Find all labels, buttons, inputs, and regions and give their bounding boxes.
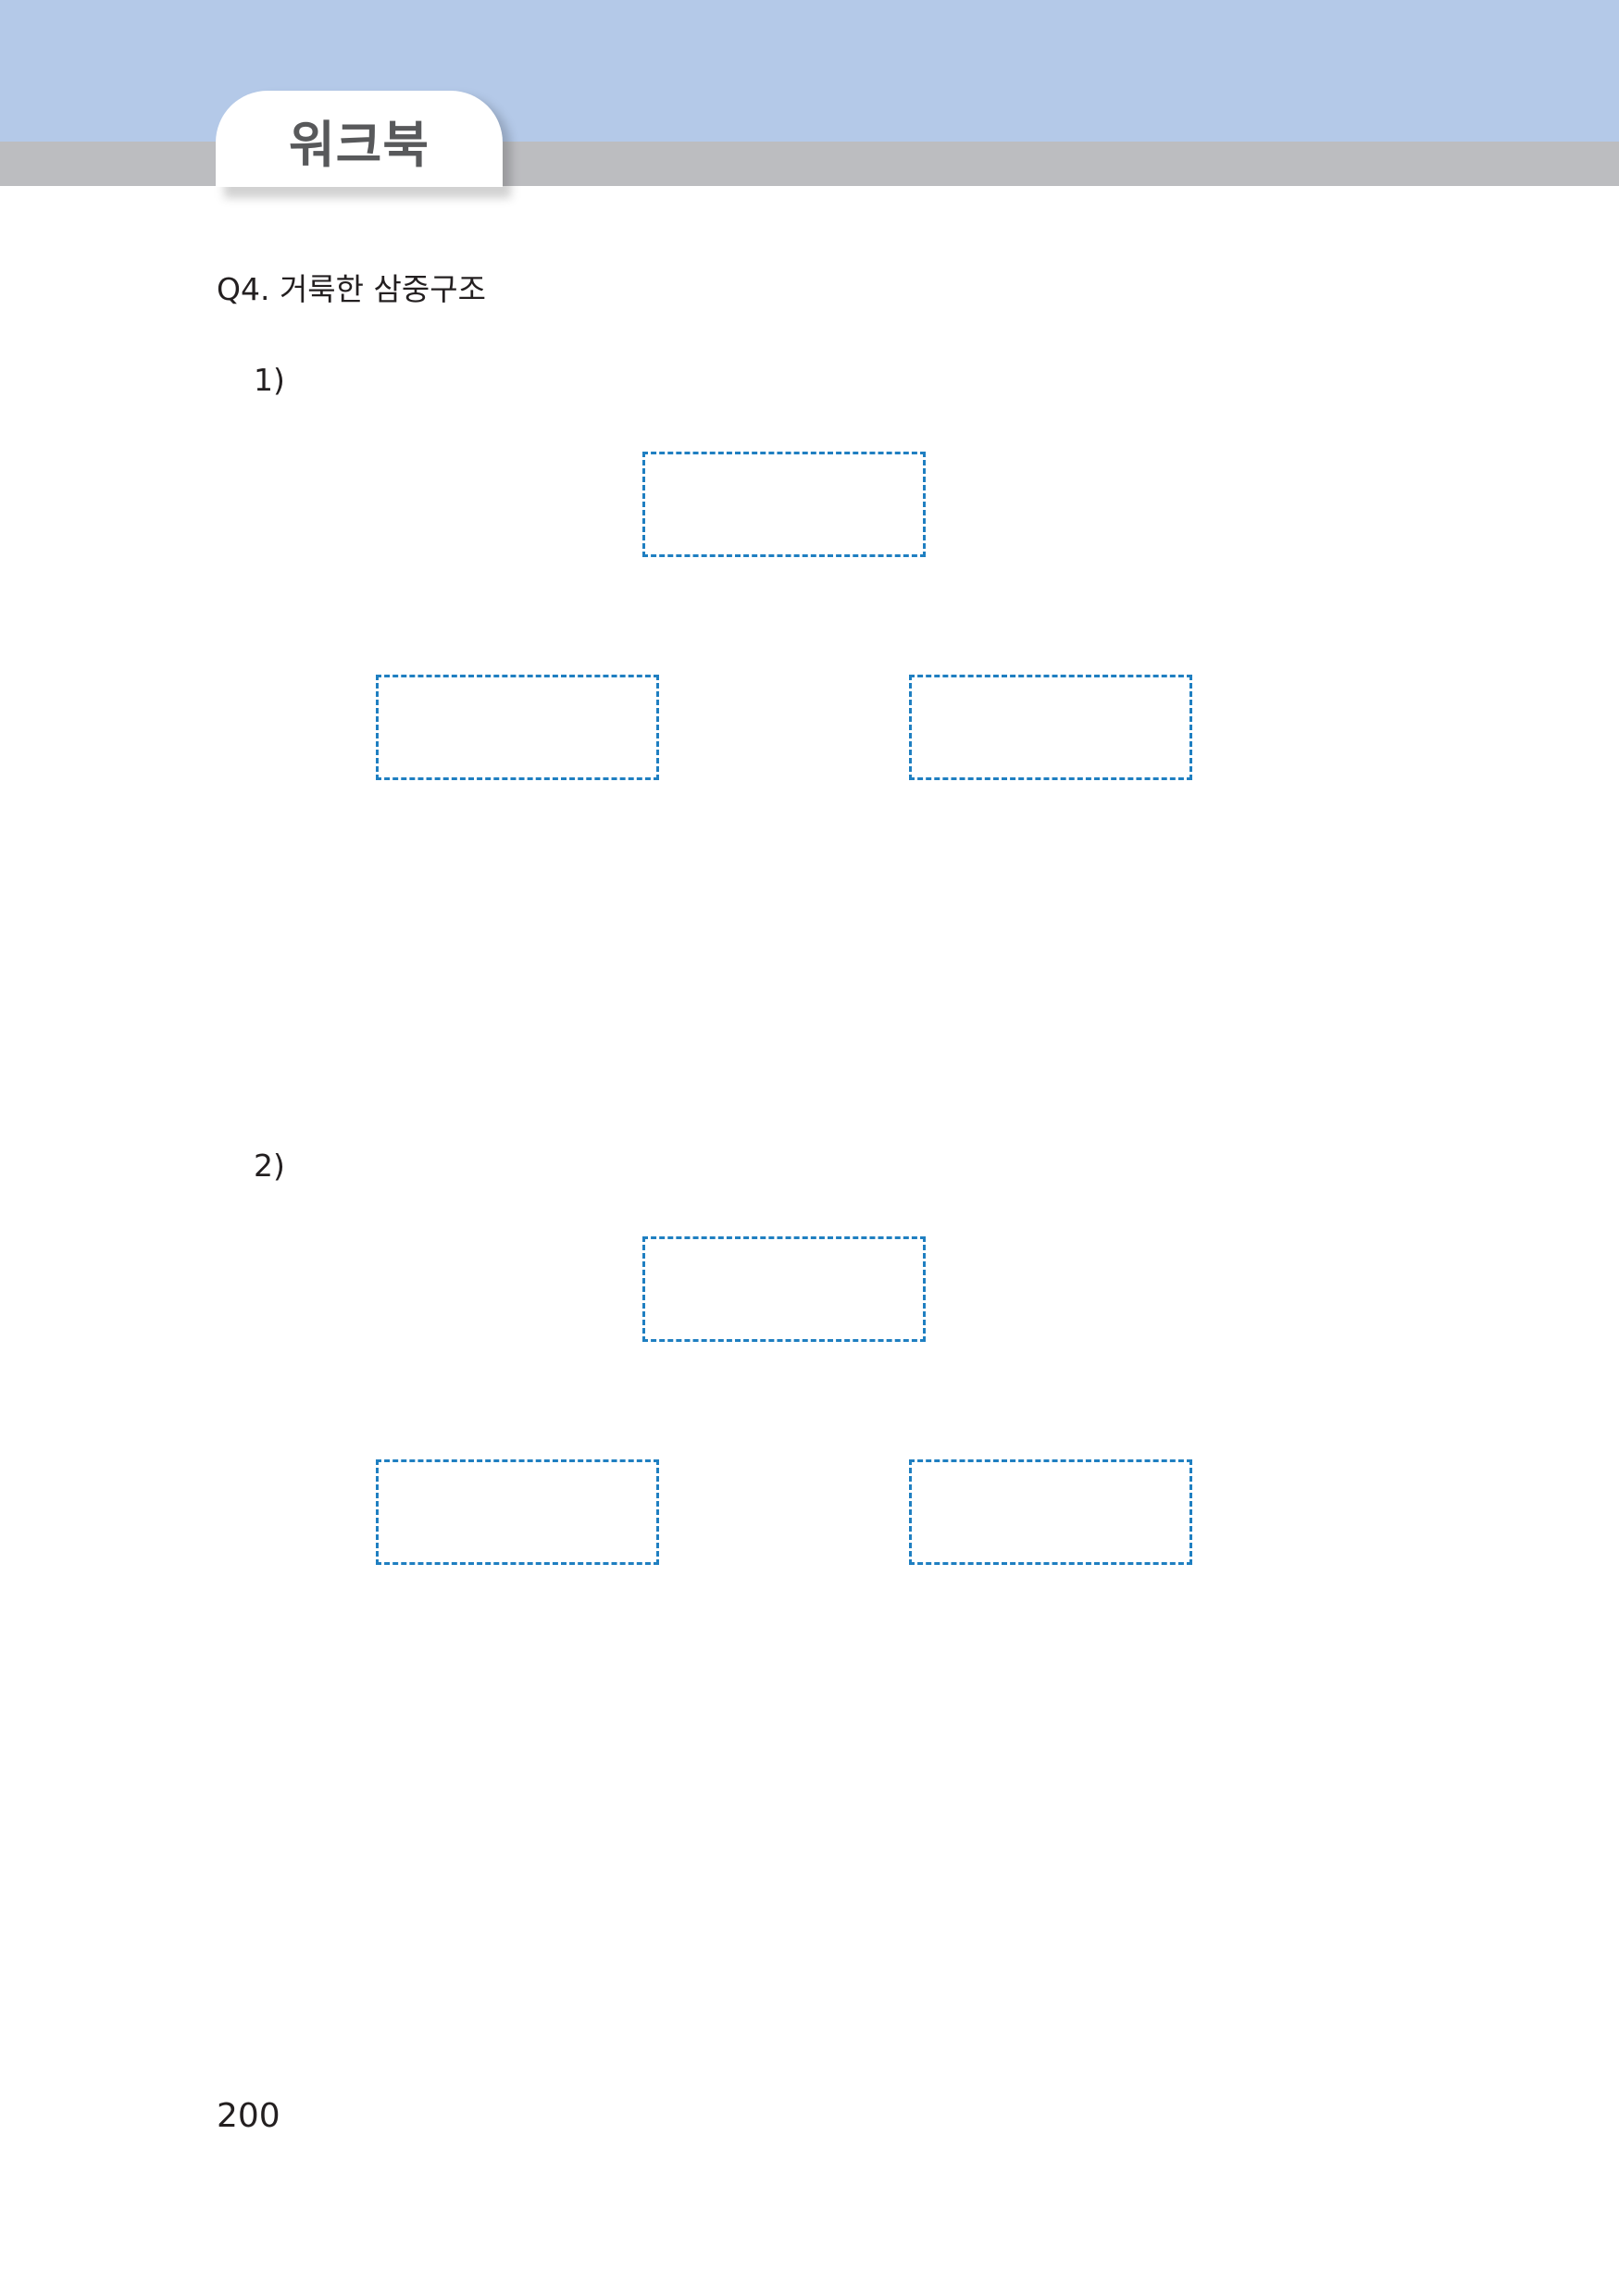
part-2-top-answer-box[interactable] [642, 1236, 926, 1342]
section-label: 워크북 [288, 115, 430, 174]
page-number: 200 [217, 2097, 280, 2135]
part-2-right-answer-box[interactable] [909, 1459, 1192, 1565]
part-1-label: 1) [254, 362, 285, 398]
part-1-right-answer-box[interactable] [909, 675, 1192, 780]
section-tab: 워크북 [216, 91, 503, 187]
part-2-left-answer-box[interactable] [376, 1459, 659, 1565]
part-2-label: 2) [254, 1148, 285, 1184]
question-title: Q4. 거룩한 삼중구조 [217, 271, 486, 307]
part-1-left-answer-box[interactable] [376, 675, 659, 780]
part-1-top-answer-box[interactable] [642, 452, 926, 557]
